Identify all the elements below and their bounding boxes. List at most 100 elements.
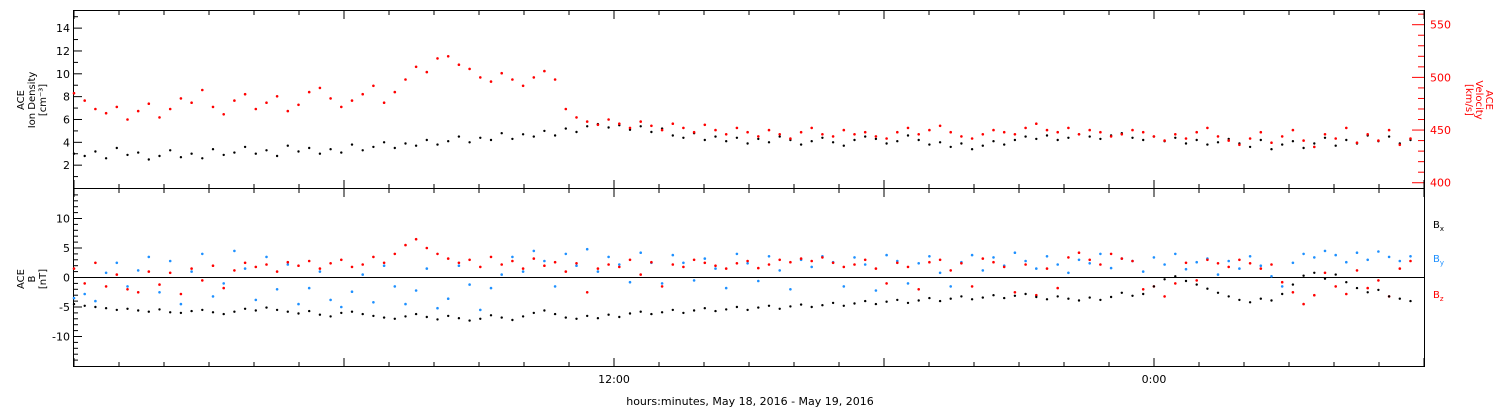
bz-points — [72, 237, 1412, 306]
data-point — [1013, 291, 1017, 294]
data-point — [1259, 130, 1263, 134]
data-point — [692, 130, 696, 134]
data-point — [1409, 259, 1412, 263]
data-point — [628, 312, 632, 315]
data-point — [83, 99, 86, 102]
data-point — [1355, 141, 1359, 144]
data-point — [596, 317, 600, 320]
data-point — [94, 150, 97, 153]
data-point — [1195, 138, 1198, 142]
data-point — [436, 306, 439, 310]
data-point — [372, 145, 375, 149]
data-point — [179, 292, 183, 296]
data-point — [778, 269, 781, 272]
data-point — [233, 99, 236, 102]
data-point — [607, 118, 610, 121]
data-point — [543, 264, 546, 268]
data-point — [1334, 137, 1337, 140]
data-point — [308, 146, 311, 150]
data-point — [607, 263, 610, 266]
b-tick-label: -10 — [52, 331, 70, 344]
data-point — [446, 257, 450, 260]
data-point — [115, 261, 119, 265]
data-point — [1184, 261, 1188, 265]
data-point — [767, 304, 771, 307]
data-point — [83, 292, 86, 296]
data-point — [1099, 263, 1102, 266]
data-point — [72, 267, 76, 270]
data-point — [917, 288, 920, 291]
data-point — [126, 153, 129, 157]
data-point — [1184, 267, 1188, 271]
data-point — [553, 260, 557, 264]
data-point — [618, 315, 621, 319]
data-point — [703, 257, 707, 260]
bfield-panel-frame — [73, 188, 1425, 367]
data-point — [575, 262, 578, 265]
data-point — [863, 263, 867, 266]
data-point — [714, 264, 717, 268]
data-point — [361, 92, 365, 96]
data-point — [671, 122, 675, 125]
data-point — [318, 86, 322, 90]
density-tick-label: 6 — [63, 113, 70, 126]
data-point — [1345, 281, 1348, 284]
data-point — [521, 270, 525, 273]
velocity-ylabel-line1: ACE — [1483, 90, 1494, 110]
data-point — [1387, 128, 1391, 132]
data-point — [425, 315, 428, 319]
data-point — [211, 264, 215, 268]
data-point — [340, 305, 343, 309]
velocity-tick-label: 500 — [1430, 71, 1451, 84]
data-point — [842, 265, 846, 269]
data-point — [318, 152, 322, 155]
data-point — [692, 309, 696, 312]
data-point — [404, 315, 407, 318]
data-point — [970, 253, 974, 257]
data-point — [1045, 298, 1049, 301]
data-point — [1067, 297, 1070, 300]
data-point — [1355, 269, 1359, 272]
data-point — [340, 151, 343, 154]
data-point — [543, 309, 546, 312]
data-point — [885, 253, 888, 257]
data-point — [992, 256, 995, 259]
data-point — [297, 150, 300, 153]
data-point — [169, 149, 172, 152]
data-point — [414, 65, 418, 69]
data-point — [1291, 128, 1295, 132]
data-point — [340, 105, 343, 109]
data-point — [382, 264, 386, 268]
data-point — [72, 91, 76, 95]
data-point — [767, 141, 771, 144]
data-point — [104, 285, 108, 288]
data-point — [468, 67, 471, 71]
data-point — [158, 116, 161, 119]
data-point — [981, 296, 984, 299]
data-point — [147, 270, 151, 273]
data-point — [1238, 258, 1241, 262]
data-point — [628, 126, 632, 130]
data-point — [1120, 291, 1124, 294]
data-point — [307, 90, 311, 94]
data-point — [607, 255, 610, 259]
data-point — [489, 314, 493, 317]
data-point — [243, 261, 247, 265]
b-tick-label: 10 — [56, 213, 70, 226]
data-point — [404, 302, 407, 306]
density-tick-label: 8 — [63, 91, 70, 104]
data-point — [382, 141, 386, 144]
data-point — [585, 247, 589, 251]
data-point — [1184, 137, 1188, 140]
data-point — [72, 296, 76, 300]
data-point — [115, 308, 119, 312]
data-point — [853, 302, 856, 305]
data-point — [1206, 126, 1209, 130]
data-point — [479, 308, 482, 312]
data-point — [1259, 267, 1263, 270]
data-point — [917, 138, 920, 142]
data-point — [714, 128, 717, 132]
data-point — [115, 105, 119, 109]
data-point — [1120, 257, 1124, 260]
data-point — [928, 128, 931, 132]
